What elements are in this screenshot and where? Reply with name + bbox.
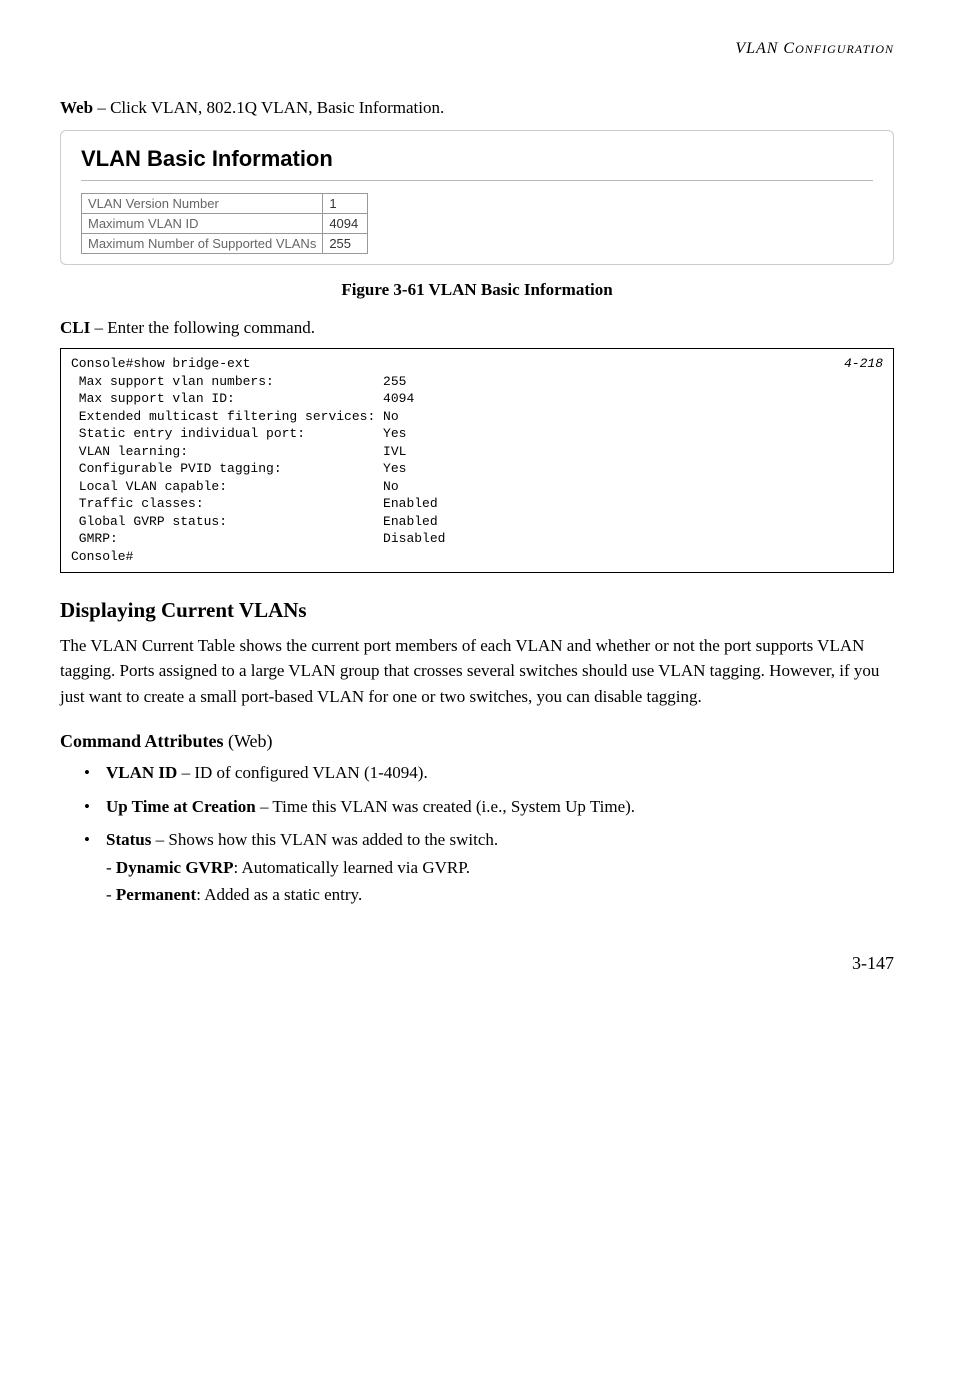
page-header: VLAN CONFIGURATION [60,40,894,58]
cli-label-rest: – Enter the following command. [90,318,315,337]
header-main: VLAN C [735,40,795,57]
list-item: VLAN ID – ID of configured VLAN (1-4094)… [84,760,894,786]
sub-dash: - [106,885,116,904]
web-label-bold: Web [60,98,93,117]
cli-intro: CLI – Enter the following command. [60,318,894,338]
bullet-list: VLAN ID – ID of configured VLAN (1-4094)… [60,760,894,908]
sub-rest: : Automatically learned via GVRP. [234,858,471,877]
list-item: Status – Shows how this VLAN was added t… [84,827,894,908]
row-label: Maximum VLAN ID [82,214,323,234]
item-bold: Up Time at Creation [106,797,256,816]
section-paragraph: The VLAN Current Table shows the current… [60,633,894,710]
row-value: 255 [323,234,368,254]
vlan-panel: VLAN Basic Information VLAN Version Numb… [60,130,894,265]
sub-dash: - [106,858,116,877]
console-ref: 4-218 [844,355,883,373]
row-value: 1 [323,194,368,214]
console-output: Console#show bridge-ext 4-218 Max support… [60,348,894,573]
command-attrs-heading: Command Attributes (Web) [60,731,894,752]
panel-title: VLAN Basic Information [81,146,873,172]
item-rest: – Time this VLAN was created (i.e., Syst… [256,797,635,816]
web-intro: Web – Click VLAN, 802.1Q VLAN, Basic Inf… [60,98,894,118]
row-label: Maximum Number of Supported VLANs [82,234,323,254]
table-row: Maximum Number of Supported VLANs 255 [82,234,368,254]
table-row: Maximum VLAN ID 4094 [82,214,368,234]
item-bold: VLAN ID [106,763,177,782]
item-rest: – ID of configured VLAN (1-4094). [177,763,427,782]
item-bold: Status [106,830,151,849]
list-item: Up Time at Creation – Time this VLAN was… [84,794,894,820]
table-row: VLAN Version Number 1 [82,194,368,214]
web-label-rest: – Click VLAN, 802.1Q VLAN, Basic Informa… [93,98,444,117]
item-rest: – Shows how this VLAN was added to the s… [151,830,498,849]
console-cmd: Console#show bridge-ext [71,355,250,373]
sub-item: - Dynamic GVRP: Automatically learned vi… [106,855,894,881]
sub-bold: Dynamic GVRP [116,858,234,877]
panel-divider [81,180,873,181]
heading-paren: (Web) [224,731,273,751]
console-body: Max support vlan numbers: 255 Max suppor… [71,374,445,564]
cli-label-bold: CLI [60,318,90,337]
heading-bold: Command Attributes [60,731,224,751]
row-label: VLAN Version Number [82,194,323,214]
page-number: 3-147 [60,953,894,974]
vlan-info-table: VLAN Version Number 1 Maximum VLAN ID 40… [81,193,368,254]
header-small: ONFIGURATION [795,42,894,56]
sub-item: - Permanent: Added as a static entry. [106,882,894,908]
section-heading: Displaying Current VLANs [60,598,894,623]
row-value: 4094 [323,214,368,234]
figure-caption: Figure 3-61 VLAN Basic Information [60,280,894,300]
sub-bold: Permanent [116,885,196,904]
sub-rest: : Added as a static entry. [196,885,362,904]
